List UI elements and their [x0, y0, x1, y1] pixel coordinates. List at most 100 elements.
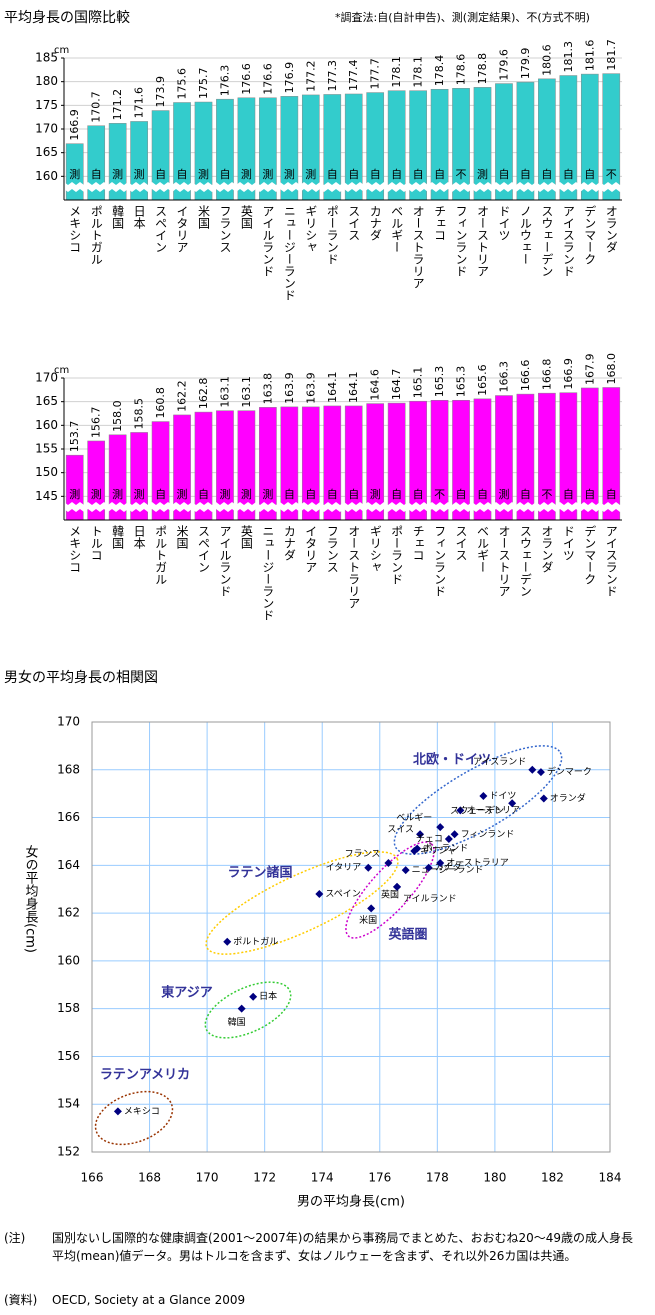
method-label: 測	[112, 487, 123, 501]
method-label: 自	[498, 168, 509, 181]
x-tick-label: ベルギー	[476, 525, 490, 573]
value-label: 164.7	[390, 369, 403, 401]
point	[384, 858, 393, 867]
method-label: 自	[456, 488, 467, 501]
x-tick-label: 180	[483, 1171, 506, 1185]
method-label: 測	[177, 487, 188, 501]
x-tick-label: ニュージーランド	[261, 525, 275, 621]
bar	[452, 399, 470, 521]
x-tick-label: 韓国	[111, 525, 125, 549]
x-tick-label: イタリア	[175, 205, 189, 253]
method-label: 自	[284, 488, 295, 501]
y-tick-label: 170	[57, 715, 80, 729]
x-axis-label: 男の平均身長(cm)	[297, 1194, 405, 1210]
value-label: 178.6	[455, 54, 468, 86]
method-label: 測	[198, 167, 209, 181]
method-label: 不	[541, 488, 552, 501]
value-label: 178.4	[433, 55, 446, 87]
point	[237, 1004, 246, 1013]
method-label: 自	[155, 488, 166, 501]
value-label: 163.1	[218, 376, 231, 408]
method-label: 自	[606, 488, 617, 501]
point-label: メキシコ	[124, 1107, 160, 1117]
x-tick-label: スウェーデン	[518, 525, 532, 597]
x-tick-label: 176	[368, 1171, 391, 1185]
value-label: 178.8	[476, 53, 489, 85]
axis-break	[64, 182, 624, 192]
x-tick-label: オランダ	[540, 525, 554, 573]
x-tick-label: 174	[311, 1171, 334, 1185]
point	[364, 863, 373, 872]
point	[401, 866, 410, 875]
x-tick-label: イタリア	[304, 525, 318, 573]
method-label: 自	[520, 168, 531, 181]
method-label: 測	[370, 487, 381, 501]
x-tick-label: オーストラリア	[347, 525, 361, 609]
method-label: 自	[391, 168, 402, 181]
method-label: 測	[134, 167, 145, 181]
bar	[516, 393, 535, 521]
value-label: 166.6	[519, 360, 532, 392]
point	[416, 830, 425, 839]
y-tick-label: 155	[35, 442, 58, 456]
point	[539, 794, 548, 803]
point	[315, 890, 324, 898]
x-tick-label: 168	[138, 1171, 161, 1185]
y-tick-label: 185	[35, 51, 58, 65]
value-label: 176.3	[218, 65, 231, 97]
point-label: スペイン	[325, 890, 360, 900]
value-label: 177.3	[326, 60, 339, 92]
point-label: チェコ	[416, 834, 443, 845]
y-axis-label: 女の平均身長(cm)	[23, 844, 39, 953]
x-tick-label: 英国	[239, 205, 253, 229]
point-label: 米国	[359, 914, 377, 926]
method-label: 測	[91, 487, 102, 501]
source: (資料) OECD, Society at a Glance 2009	[4, 1291, 644, 1309]
point-label: イタリア	[326, 862, 362, 873]
group-label: ラテン諸国	[227, 865, 292, 881]
y-tick-label: 180	[35, 74, 58, 88]
method-label: 自	[584, 488, 595, 501]
value-label: 177.7	[369, 58, 382, 90]
x-tick-label: フィンランド	[454, 205, 468, 277]
method-label: 測	[69, 167, 80, 181]
point	[444, 835, 453, 844]
bar	[387, 402, 406, 521]
x-tick-label: ポーランド	[390, 525, 404, 585]
x-tick-label: ギリシャ	[304, 205, 318, 253]
note: (注) 国別ないし国際的な健康調査(2001～2007年)の結果から事務局でまとめ…	[4, 1229, 644, 1265]
method-label: 自	[413, 168, 424, 181]
axis-break	[64, 502, 624, 512]
point	[223, 937, 232, 946]
value-label: 162.2	[176, 380, 189, 412]
value-label: 164.1	[347, 371, 360, 403]
x-tick-label: アイルランド	[218, 525, 232, 597]
group-ellipse	[205, 851, 399, 955]
value-label: 171.2	[111, 89, 124, 120]
bar	[259, 407, 277, 521]
value-label: 158.5	[133, 398, 146, 430]
x-tick-label: アイルランド	[261, 205, 275, 277]
x-tick-label: 英国	[239, 525, 253, 549]
x-tick-label: カナダ	[368, 205, 382, 241]
method-label: 自	[219, 168, 230, 181]
x-tick-label: オーストリア	[476, 205, 490, 277]
x-tick-label: 韓国	[111, 205, 125, 229]
point	[479, 792, 488, 801]
point-label: ベルギー	[396, 813, 432, 824]
method-label: 自	[327, 488, 338, 501]
point	[536, 768, 545, 777]
x-tick-label: オランダ	[604, 205, 618, 253]
value-label: 168.0	[605, 353, 618, 385]
point	[436, 858, 445, 867]
value-label: 177.2	[304, 60, 317, 92]
bar	[602, 73, 621, 201]
x-tick-label: メキシコ	[68, 205, 82, 253]
value-label: 179.6	[497, 49, 510, 81]
x-tick-label: 178	[426, 1171, 449, 1185]
method-label: 自	[177, 168, 188, 181]
method-label: 自	[348, 488, 359, 501]
point-label: スウェーデン	[450, 805, 504, 817]
point	[113, 1107, 122, 1116]
